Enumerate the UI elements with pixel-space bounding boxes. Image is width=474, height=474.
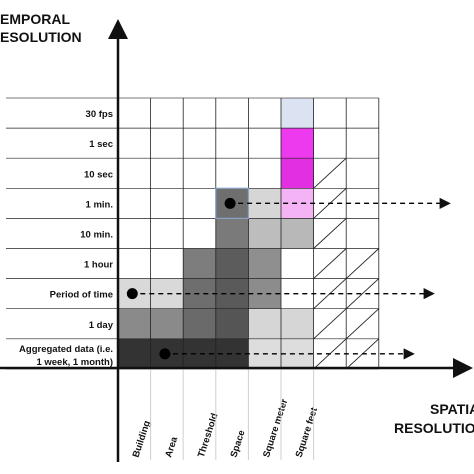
grid-cell-r5-c2 (183, 248, 216, 279)
grid-cell-r4-c5 (281, 218, 314, 249)
grid-cell-r7-c4 (248, 308, 281, 339)
grid-cell-r2-c5 (281, 158, 314, 189)
row-label: 10 min. (80, 229, 113, 240)
column-label: Space (228, 429, 247, 459)
row-label: 1 day (89, 320, 114, 331)
hatch-line-r5-c6 (313, 248, 347, 279)
x-axis-title-line1: SPATIA (430, 401, 474, 417)
row-label: Aggregated data (i.e. (19, 344, 113, 355)
marker-dot (126, 288, 138, 300)
hatch-line-r7-c7 (345, 308, 380, 340)
marker-dot (159, 348, 171, 360)
hatch-line-r4-c6 (313, 218, 347, 249)
grid-cell-r5-c4 (248, 248, 281, 279)
hatch-line-r7-c6 (313, 308, 347, 340)
grid-cell-r8-c0 (118, 338, 151, 369)
row-label: Period of time (50, 290, 113, 301)
column-label: Square feet (294, 406, 321, 459)
grid-cell-r7-c2 (183, 308, 216, 339)
grid-cell-r1-c5 (281, 128, 314, 159)
grid-cell-r7-c0 (118, 308, 151, 339)
column-labels: Building Area Threshold Space Square meter Sq… (131, 397, 321, 458)
row-label: 30 fps (86, 109, 113, 120)
grid-cell-r4-c3 (215, 218, 249, 249)
grid-cell-r5-c3 (215, 248, 249, 279)
grid-cell-r0-c5 (281, 98, 314, 129)
grid-cell-r4-c4 (248, 218, 281, 249)
column-label: Building (131, 419, 153, 459)
row-label: 1 min. (86, 199, 113, 210)
hatch-line-r5-c7 (345, 248, 380, 279)
grid-cell-r7-c3 (215, 308, 249, 339)
y-axis-title-line1: EMPORAL (0, 11, 70, 27)
row-label-line2: 1 week, 1 month) (36, 357, 113, 368)
column-label: Threshold (196, 412, 221, 459)
x-axis-title-line2: RESOLUTIO (394, 420, 474, 436)
column-label: Square meter (261, 397, 290, 458)
marker-dot (224, 197, 236, 209)
row-labels: 30 fps 1 sec 10 sec 1 min. 10 min. 1 hour Peri… (19, 109, 114, 368)
hatch-line-r2-c6 (313, 157, 347, 189)
row-label: 1 sec (89, 139, 113, 150)
grid-cell-r7-c5 (281, 308, 314, 339)
column-label: Area (163, 435, 180, 459)
hatch-line-r6-c7 (345, 278, 380, 310)
grid-cell-r7-c1 (150, 308, 184, 339)
y-axis-title-line2: ESOLUTION (0, 29, 82, 45)
markers-layer (126, 187, 451, 360)
row-label: 1 hour (84, 260, 113, 271)
row-label: 10 sec (84, 169, 113, 180)
